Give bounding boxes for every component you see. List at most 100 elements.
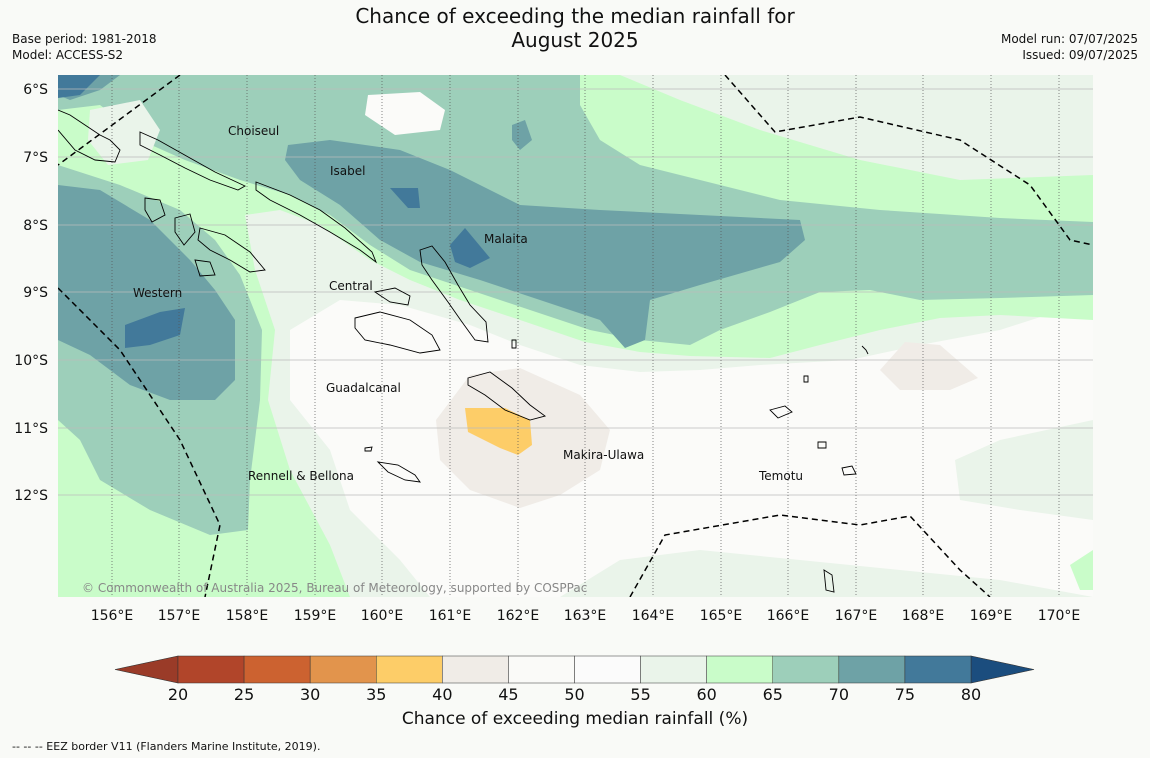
model-text: Model: ACCESS-S2 — [12, 48, 124, 62]
lon-label: 157°E — [158, 608, 201, 624]
lat-label: 7°S — [23, 150, 48, 166]
lon-label: 161°E — [429, 608, 472, 624]
map-title: Chance of exceeding the median rainfall … — [0, 4, 1150, 52]
contour-75-80-b — [390, 188, 420, 208]
eez-footnote: -- -- -- EEZ border V11 (Flanders Marine… — [12, 740, 321, 753]
contour-white-north — [365, 92, 445, 135]
contour-60-65-se — [1070, 550, 1093, 590]
lon-label: 160°E — [361, 608, 404, 624]
eez-west — [58, 287, 221, 597]
colorbar-over-arrow — [970, 655, 1035, 684]
eez-south — [629, 514, 991, 597]
colorbar-tick-label: 55 — [630, 685, 650, 700]
region-label-rennell-bellona: Rennell & Bellona — [248, 469, 354, 483]
colorbar-segment — [574, 655, 641, 684]
new-georgia-islands — [144, 197, 266, 277]
colorbar-tick-label: 75 — [895, 685, 915, 700]
lat-label: 6°S — [23, 82, 48, 98]
lat-label: 8°S — [23, 218, 48, 234]
region-label-guadalcanal: Guadalcanal — [326, 381, 401, 395]
lon-label: 167°E — [835, 608, 878, 624]
contour-75-80-a — [450, 228, 490, 268]
rennell-island — [376, 461, 421, 483]
colorbar-segment — [309, 655, 377, 684]
choiseul-island — [139, 131, 246, 191]
bellona-island — [364, 446, 373, 452]
contour-35-40 — [465, 408, 532, 455]
contour-75-80-c — [125, 308, 185, 348]
contour-55-60-s — [560, 550, 1093, 597]
lon-label: 166°E — [767, 608, 810, 624]
colorbar-segment — [706, 655, 774, 684]
region-label-malaita: Malaita — [484, 232, 528, 246]
coastlines — [58, 109, 869, 593]
region-label-choiseul: Choiseul — [228, 124, 279, 138]
lat-label: 11°S — [14, 421, 48, 437]
colorbar-segment — [508, 655, 575, 684]
region-label-makira-ulawa: Makira-Ulawa — [563, 448, 644, 462]
colorbar-label: Chance of exceeding median rainfall (%) — [401, 709, 749, 729]
eez-border — [58, 75, 1093, 597]
colorbar-segment — [772, 655, 840, 684]
lat-label: 9°S — [23, 285, 48, 301]
eez-north-east — [724, 75, 1093, 246]
bougainville-coast — [58, 109, 121, 163]
colorbar-segment — [243, 655, 311, 684]
isabel-island — [255, 181, 378, 264]
title-line-1: Chance of exceeding the median rainfall … — [355, 4, 795, 28]
lon-label: 163°E — [564, 608, 607, 624]
colorbar-tick-label: 60 — [696, 685, 716, 700]
base-period-text: Base period: 1981-2018 — [12, 32, 157, 46]
longitude-labels: 156°E 157°E 158°E 159°E 160°E 161°E 162°… — [91, 608, 1081, 624]
colorbar: 20 25 30 35 40 45 50 55 60 65 70 75 80 — [114, 655, 1035, 700]
colorbar-segment — [838, 655, 906, 684]
colorbar-segment — [904, 655, 972, 684]
lon-label: 165°E — [700, 608, 743, 624]
contour-70-75-west — [58, 185, 235, 400]
lon-label: 159°E — [294, 608, 337, 624]
ulawa-island — [511, 339, 517, 349]
lon-label: 156°E — [91, 608, 134, 624]
region-label-western: Western — [133, 286, 182, 300]
lat-label: 10°S — [14, 353, 48, 369]
colorbar-tick-label: 25 — [234, 685, 254, 700]
lon-label: 168°E — [902, 608, 945, 624]
lon-label: 169°E — [970, 608, 1013, 624]
nggela-islands — [373, 287, 411, 306]
region-label-temotu: Temotu — [758, 469, 803, 483]
guadalcanal-island — [354, 311, 441, 354]
colorbar-segment — [640, 655, 707, 684]
colorbar-tick-label: 50 — [564, 685, 584, 700]
colorbar-segment — [376, 655, 443, 684]
makira-island — [467, 371, 547, 421]
issued-text: Issued: 09/07/2025 — [1022, 48, 1138, 62]
colorbar-tick-label: 70 — [829, 685, 849, 700]
map-figure: Choiseul Isabel Malaita Western Central … — [14, 75, 1093, 700]
graticule-meridians — [111, 75, 1060, 597]
colorbar-tick-label: 65 — [763, 685, 783, 700]
colorbar-segments — [177, 655, 972, 684]
colorbar-tick-label: 40 — [432, 685, 452, 700]
colorbar-tick-label: 30 — [300, 685, 320, 700]
region-label-central: Central — [329, 279, 373, 293]
copyright-credit: © Commonwealth of Australia 2025, Bureau… — [82, 581, 587, 595]
contour-70-75-north — [512, 120, 532, 150]
anuta-tikopia — [823, 569, 835, 593]
colorbar-segment — [177, 655, 245, 684]
contour-40-45-b — [880, 342, 978, 390]
contour-75-80-d — [58, 75, 100, 98]
meta-left: Base period: 1981-2018 Model: ACCESS-S2 — [12, 31, 157, 63]
model-run-text: Model run: 07/07/2025 — [1000, 32, 1138, 46]
meta-right: Model run: 07/07/2025 Issued: 09/07/2025 — [1001, 31, 1138, 63]
lon-label: 164°E — [632, 608, 675, 624]
colorbar-ticks: 20 25 30 35 40 45 50 55 60 65 70 75 80 — [168, 685, 981, 700]
colorbar-tick-label: 45 — [498, 685, 518, 700]
lon-label: 158°E — [226, 608, 269, 624]
santa-cruz-islands — [769, 405, 857, 476]
colorbar-tick-label: 35 — [366, 685, 386, 700]
colorbar-tick-label: 80 — [961, 685, 981, 700]
latitude-labels: 6°S 7°S 8°S 9°S 10°S 11°S 12°S — [14, 82, 48, 504]
region-label-isabel: Isabel — [330, 164, 365, 178]
colorbar-segment — [442, 655, 509, 684]
lat-label: 12°S — [14, 488, 48, 504]
